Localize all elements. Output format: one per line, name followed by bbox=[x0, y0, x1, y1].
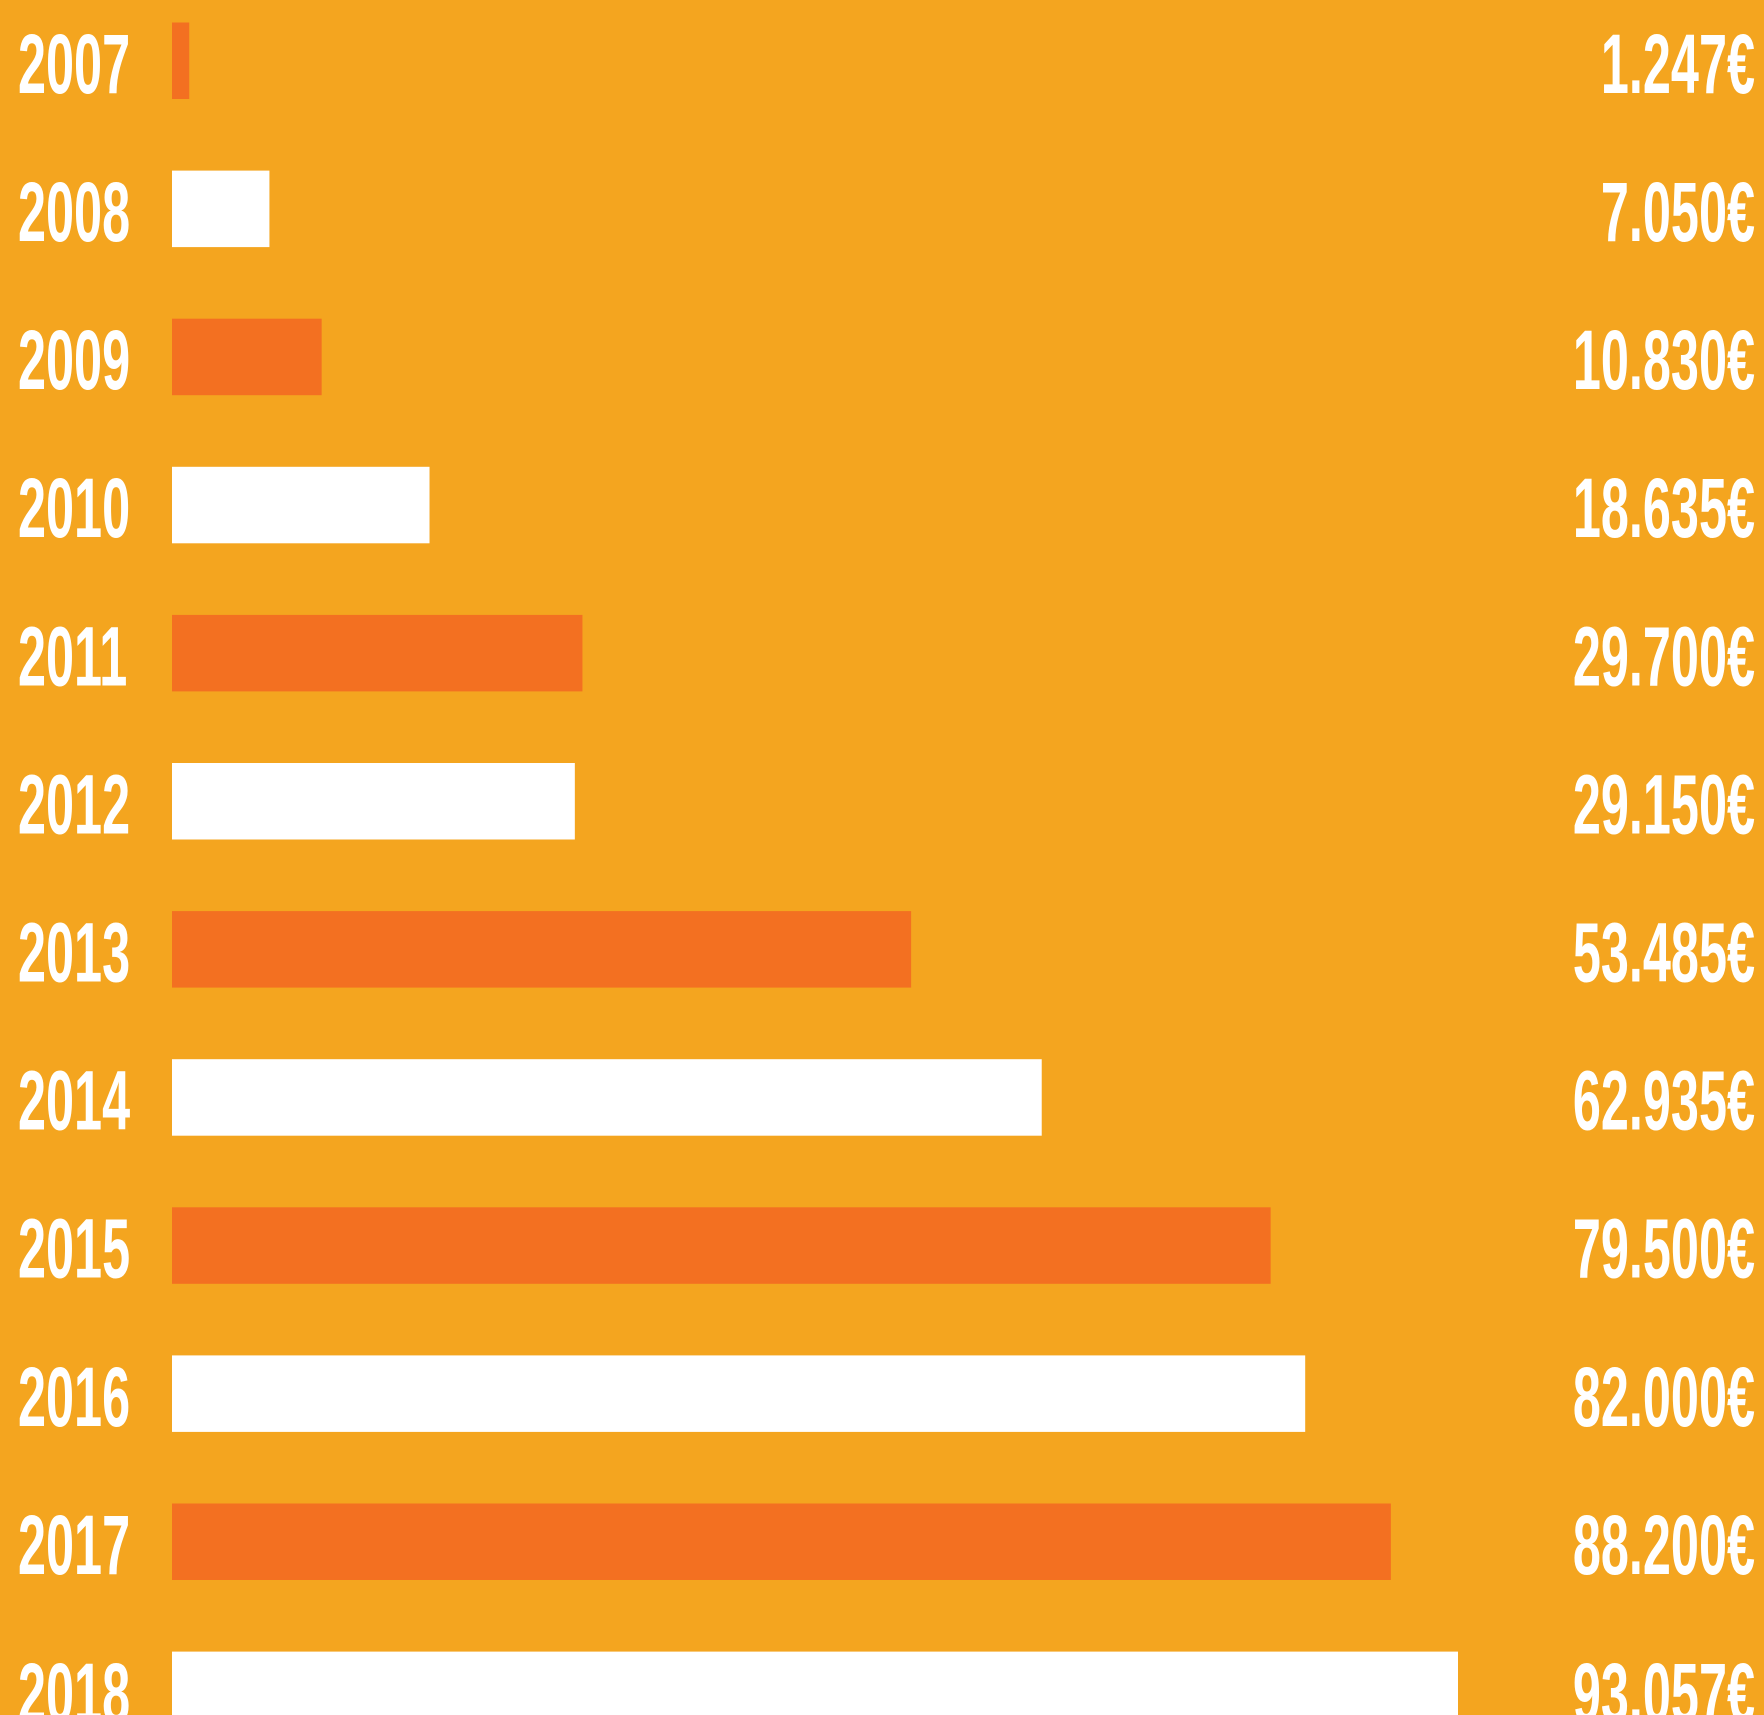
category-label: 2009 bbox=[18, 313, 130, 408]
bar bbox=[172, 22, 190, 99]
category-label: 2012 bbox=[18, 757, 130, 852]
bar bbox=[172, 1651, 1458, 1715]
category-label: 2015 bbox=[18, 1201, 130, 1296]
category-label: 2017 bbox=[18, 1497, 130, 1592]
value-label: 10.830€ bbox=[1573, 313, 1755, 408]
bar bbox=[172, 1059, 1042, 1136]
bar bbox=[172, 614, 583, 692]
bar bbox=[172, 170, 270, 248]
category-label: 2014 bbox=[18, 1053, 130, 1148]
bar bbox=[172, 1355, 1306, 1432]
value-label: 79.500€ bbox=[1573, 1201, 1755, 1296]
bar bbox=[172, 911, 912, 988]
value-label: 88.200€ bbox=[1573, 1497, 1755, 1592]
category-label: 2018 bbox=[18, 1646, 130, 1715]
category-label: 2011 bbox=[18, 609, 127, 704]
bar bbox=[172, 763, 575, 840]
value-label: 18.635€ bbox=[1573, 461, 1755, 556]
value-label: 7.050€ bbox=[1601, 165, 1755, 260]
bar bbox=[172, 1207, 1271, 1284]
value-label: 1.247€ bbox=[1601, 16, 1755, 111]
value-label: 62.935€ bbox=[1573, 1053, 1755, 1148]
bar bbox=[172, 318, 322, 396]
value-label: 82.000€ bbox=[1573, 1349, 1755, 1444]
bar bbox=[172, 1503, 1391, 1580]
category-label: 2008 bbox=[18, 165, 130, 260]
value-label: 53.485€ bbox=[1573, 905, 1755, 1000]
value-label: 29.150€ bbox=[1573, 757, 1755, 852]
category-label: 2016 bbox=[18, 1349, 130, 1444]
value-label: 93.057€ bbox=[1573, 1646, 1755, 1715]
category-label: 2010 bbox=[18, 461, 130, 556]
bar bbox=[172, 466, 430, 544]
category-label: 2007 bbox=[18, 16, 130, 111]
value-label: 29.700€ bbox=[1573, 609, 1755, 704]
category-label: 2013 bbox=[18, 905, 130, 1000]
